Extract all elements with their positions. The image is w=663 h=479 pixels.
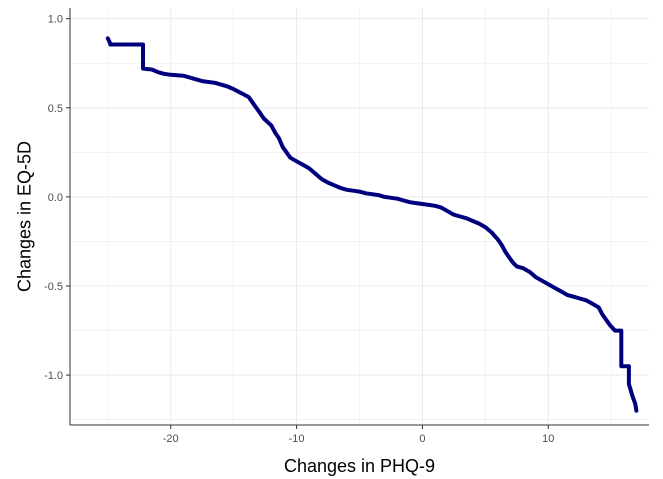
tick-labels: -20 -10 0 10 1.0 0.5 0.0 -0.5 -1.0 [44,14,554,445]
y-tick-label: 1.0 [48,14,63,26]
series-line [105,36,639,413]
y-tick-label: -1.0 [44,370,63,382]
axes [69,8,649,426]
x-tick-label: -10 [289,433,305,445]
y-axis-title: Changes in EQ-5D [14,141,34,292]
x-axis-title: Changes in PHQ-9 [284,456,435,476]
y-tick-label: -0.5 [44,281,63,293]
plot-area [105,36,639,413]
x-tick-label: 10 [542,433,554,445]
x-tick-label: 0 [419,433,425,445]
grid-lines [70,8,649,425]
y-tick-label: 0.5 [48,103,63,115]
x-tick-label: -20 [163,433,179,445]
y-tick-label: 0.0 [48,192,63,204]
